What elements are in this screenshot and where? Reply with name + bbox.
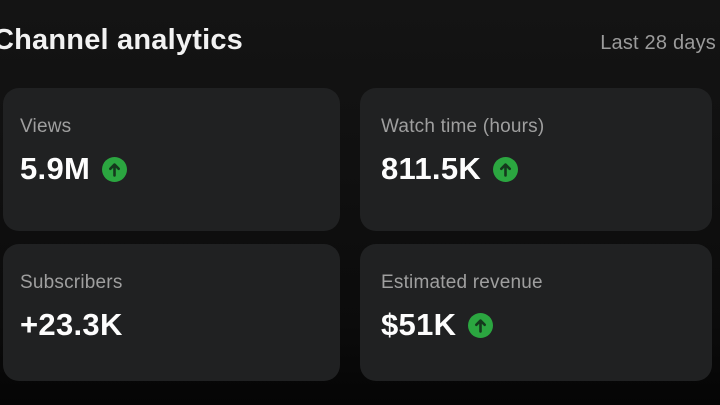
date-range-selector[interactable]: Last 28 days xyxy=(600,32,716,54)
card-label: Subscribers xyxy=(20,272,123,293)
card-value: 5.9M xyxy=(20,151,91,186)
analytics-cards-grid: Views 5.9M Watch time (hours) 811.5K xyxy=(0,88,720,381)
card-value-row: 811.5K xyxy=(381,152,694,186)
card-label: Views xyxy=(20,116,72,137)
header: Channel analytics Last 28 days xyxy=(0,0,720,57)
card-value: 811.5K xyxy=(381,151,482,186)
arrow-up-circle-icon xyxy=(468,312,494,338)
page-title: Channel analytics xyxy=(0,24,243,56)
card-label: Estimated revenue xyxy=(381,272,543,293)
card-estimated-revenue[interactable]: Estimated revenue $51K xyxy=(360,244,712,381)
card-label: Watch time (hours) xyxy=(381,116,545,137)
card-value-row: $51K xyxy=(381,308,694,342)
arrow-up-circle-icon xyxy=(493,156,519,182)
card-value: +23.3K xyxy=(20,307,123,342)
card-subscribers[interactable]: Subscribers +23.3K xyxy=(3,244,340,381)
card-watch-time[interactable]: Watch time (hours) 811.5K xyxy=(360,88,712,231)
card-views[interactable]: Views 5.9M xyxy=(3,88,340,231)
card-value: $51K xyxy=(381,307,457,342)
arrow-up-circle-icon xyxy=(102,156,128,182)
card-value-row: 5.9M xyxy=(20,152,322,186)
card-value-row: +23.3K xyxy=(20,308,322,342)
